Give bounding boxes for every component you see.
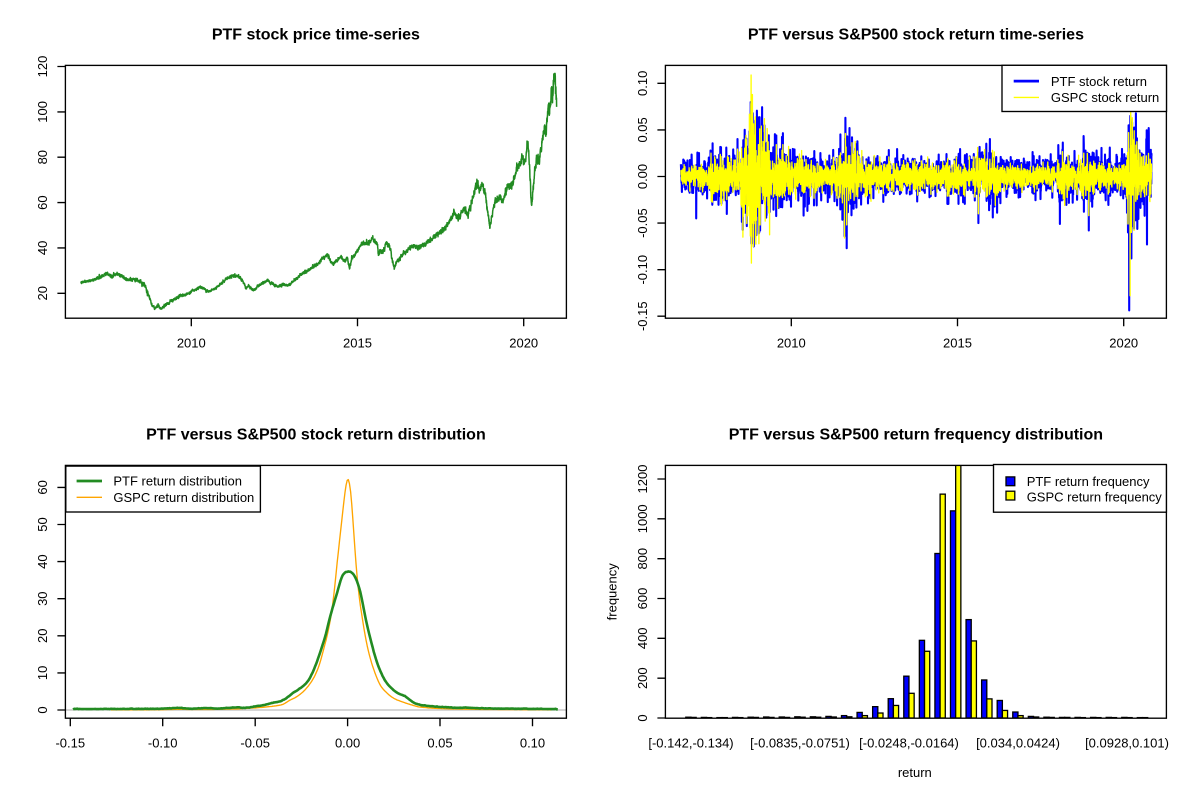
svg-text:-0.10: -0.10 — [635, 255, 650, 285]
svg-text:0.05: 0.05 — [427, 736, 452, 751]
svg-text:PTF return distribution: PTF return distribution — [113, 474, 242, 489]
svg-text:0.00: 0.00 — [635, 164, 650, 189]
svg-text:PTF versus S&P500 return frequ: PTF versus S&P500 return frequency distr… — [729, 426, 1103, 443]
svg-text:0.10: 0.10 — [520, 736, 545, 751]
svg-text:PTF versus S&P500 stock return: PTF versus S&P500 stock return distribut… — [146, 426, 486, 443]
svg-text:60: 60 — [35, 195, 50, 209]
svg-text:2020: 2020 — [509, 336, 538, 351]
svg-text:[-0.0248,-0.0164): [-0.0248,-0.0164) — [859, 736, 959, 751]
svg-text:30: 30 — [35, 591, 50, 605]
svg-text:400: 400 — [635, 627, 650, 649]
svg-text:40: 40 — [35, 554, 50, 568]
svg-text:-0.15: -0.15 — [55, 736, 85, 751]
svg-text:0: 0 — [35, 706, 50, 713]
svg-text:800: 800 — [635, 548, 650, 570]
svg-text:-0.15: -0.15 — [635, 301, 650, 331]
svg-text:0: 0 — [635, 714, 650, 721]
svg-text:120: 120 — [35, 56, 50, 78]
svg-text:[-0.142,-0.134): [-0.142,-0.134) — [648, 736, 733, 751]
svg-text:100: 100 — [35, 101, 50, 123]
svg-text:2015: 2015 — [943, 336, 972, 351]
svg-text:2015: 2015 — [343, 336, 372, 351]
svg-text:PTF stock price time-series: PTF stock price time-series — [212, 26, 420, 43]
svg-text:20: 20 — [35, 286, 50, 300]
svg-text:PTF versus S&P500 stock return: PTF versus S&P500 stock return time-seri… — [748, 26, 1084, 43]
svg-text:-0.05: -0.05 — [635, 208, 650, 238]
svg-text:PTF stock return: PTF stock return — [1051, 74, 1147, 89]
svg-text:0.10: 0.10 — [635, 71, 650, 96]
svg-text:0.05: 0.05 — [635, 117, 650, 142]
svg-text:200: 200 — [635, 667, 650, 689]
svg-text:GSPC return distribution: GSPC return distribution — [113, 490, 254, 505]
svg-text:60: 60 — [35, 480, 50, 494]
svg-text:10: 10 — [35, 666, 50, 680]
svg-text:[-0.0835,-0.0751): [-0.0835,-0.0751) — [750, 736, 850, 751]
svg-text:2020: 2020 — [1109, 336, 1138, 351]
svg-text:-0.10: -0.10 — [148, 736, 178, 751]
svg-text:-0.05: -0.05 — [240, 736, 270, 751]
svg-text:20: 20 — [35, 629, 50, 643]
svg-text:0.00: 0.00 — [335, 736, 360, 751]
svg-text:[0.034,0.0424): [0.034,0.0424) — [976, 736, 1060, 751]
svg-text:[0.0928,0.101): [0.0928,0.101) — [1085, 736, 1169, 751]
svg-text:2010: 2010 — [777, 336, 806, 351]
svg-text:1000: 1000 — [635, 504, 650, 533]
svg-text:frequency: frequency — [605, 563, 620, 621]
svg-text:PTF return frequency: PTF return frequency — [1027, 474, 1150, 489]
svg-text:50: 50 — [35, 517, 50, 531]
svg-text:2010: 2010 — [177, 336, 206, 351]
svg-text:GSPC return frequency: GSPC return frequency — [1027, 490, 1163, 505]
svg-text:return: return — [898, 765, 932, 780]
svg-text:1200: 1200 — [635, 465, 650, 494]
svg-text:600: 600 — [635, 588, 650, 610]
svg-text:40: 40 — [35, 241, 50, 255]
svg-text:80: 80 — [35, 150, 50, 164]
svg-text:GSPC stock return: GSPC stock return — [1051, 90, 1159, 105]
